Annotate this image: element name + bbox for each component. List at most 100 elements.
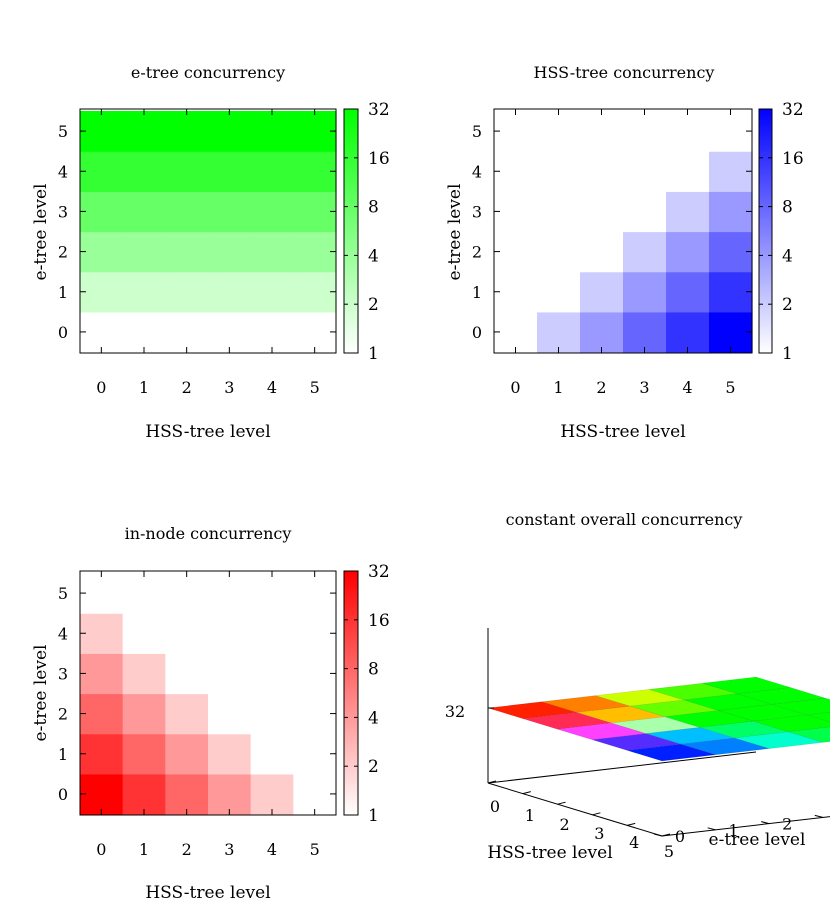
innode-cell-h1-e0 [122, 773, 166, 815]
innode-colorbar-bar [343, 570, 359, 816]
hss-cell-h2-e2 [580, 231, 624, 273]
innode-cell-h5-e5 [293, 573, 337, 614]
overall-xlabel: HSS-tree level [487, 843, 612, 863]
hss-cell-h1-e0 [537, 311, 581, 353]
etree-xtick-label-0: 0 [96, 378, 106, 397]
etree-cell-h4-e1 [250, 271, 294, 313]
etree-xtick-label-5: 5 [310, 378, 320, 397]
overall-surface-patch-h3-e3 [753, 714, 830, 733]
etree-cell-h3-e1 [208, 271, 252, 313]
hss-cell-h0-e4 [494, 151, 538, 192]
etree-cell-h1-e5 [122, 111, 166, 152]
hss-ylabel: e-tree level [445, 184, 465, 281]
hss-cell-h5-e5 [709, 111, 753, 152]
hss-cell-h1-e3 [537, 191, 581, 233]
hss-cell-h3-e0 [623, 311, 667, 353]
hss-cell-h3-e5 [623, 111, 667, 152]
hss-cell-h0-e3 [494, 191, 538, 233]
hss-cb-label-2: 2 [782, 295, 793, 315]
innode-cell-h4-e5 [250, 573, 294, 614]
overall-hss-label-2: 2 [560, 815, 570, 834]
overall-hss-tick-5 [661, 833, 671, 837]
hss-cb-label-8: 8 [782, 198, 793, 218]
hss-xtick-label-3: 3 [639, 378, 649, 397]
etree-cb-label-16: 16 [368, 149, 390, 169]
overall-hss-label-1: 1 [525, 806, 535, 825]
etree-cell-h2-e3 [165, 191, 209, 233]
hss-cell-h2-e3 [580, 191, 624, 233]
hss-cell-h5-e4 [709, 151, 753, 192]
innode-cell-h4-e3 [250, 653, 294, 695]
innode-cell-h5-e3 [293, 653, 337, 695]
hss-cell-h1-e2 [537, 231, 581, 273]
hss-cb-label-16: 16 [782, 149, 804, 169]
overall-etree-axis [487, 751, 757, 784]
etree-ytick-label-0: 0 [58, 323, 68, 342]
hss-ytick-label-5: 5 [472, 122, 482, 141]
overall-surface-patch-h4-e0 [627, 743, 716, 762]
innode-cell-h0-e3 [80, 653, 124, 695]
innode-ytick-label-4: 4 [58, 624, 68, 643]
innode-cell-h4-e4 [250, 613, 294, 654]
etree-cell-h1-e2 [122, 231, 166, 273]
innode-xtick-label-0: 0 [96, 840, 106, 859]
innode-cell-h2-e0 [165, 773, 209, 815]
etree-xtick-label-2: 2 [182, 378, 192, 397]
innode-xtick-label-1: 1 [139, 840, 149, 859]
overall-surface-patch-h4-e2 [734, 731, 823, 749]
innode-cell-h3-e4 [208, 613, 252, 654]
hss-colorbar-bar [758, 108, 773, 354]
hss-cb-label-4: 4 [782, 246, 793, 266]
etree-cb-label-32: 32 [368, 100, 390, 120]
etree-cb-label-8: 8 [368, 198, 379, 218]
etree-cell-h5-e3 [293, 191, 337, 233]
etree-panel: e-tree concurrency 0 1 2 3 4 5 0 1 2 3 4 5 HSS-tree… [31, 63, 390, 442]
etree-cell-h4-e3 [250, 191, 294, 233]
etree-cell-h5-e0 [293, 311, 337, 353]
innode-cell-h3-e5 [208, 573, 252, 614]
overall-hss-label-4: 4 [629, 833, 639, 852]
etree-cb-label-2: 2 [368, 295, 379, 315]
hss-xtick-label-1: 1 [553, 378, 563, 397]
innode-xtick-label-5: 5 [310, 840, 320, 859]
etree-cell-h3-e2 [208, 231, 252, 273]
overall-etree-label-1: 1 [729, 821, 739, 840]
etree-cell-h0-e2 [80, 231, 124, 273]
etree-cell-h0-e3 [80, 191, 124, 233]
hss-xtick-label-4: 4 [682, 378, 692, 397]
hss-cell-h4-e0 [666, 311, 710, 353]
innode-title: in-node concurrency [125, 524, 292, 543]
overall-surface-patch-h4-e1 [680, 737, 770, 756]
hss-cell-h1-e1 [537, 271, 581, 313]
innode-ytick-label-0: 0 [58, 785, 68, 804]
innode-cell-h0-e4 [80, 613, 124, 654]
etree-cell-h1-e4 [122, 151, 166, 192]
innode-cell-h3-e0 [208, 773, 252, 815]
overall-ylabel: e-tree level [709, 830, 806, 850]
hss-plot-frame [493, 108, 753, 354]
hss-ytick-label-3: 3 [472, 202, 482, 221]
overall-etree-tick-0 [653, 833, 663, 837]
etree-cb-label-4: 4 [368, 246, 379, 266]
innode-cell-h2-e4 [165, 613, 209, 654]
overall-hss-tick-4 [627, 822, 636, 826]
etree-cell-h3-e0 [208, 311, 252, 353]
etree-xtick-label-1: 1 [139, 378, 149, 397]
hss-cell-h0-e1 [494, 271, 538, 313]
hss-cell-h4-e5 [666, 111, 710, 152]
hss-cell-h5-e2 [709, 231, 753, 273]
innode-cell-h1-e3 [122, 653, 166, 695]
innode-cell-h5-e1 [293, 733, 337, 775]
innode-cb-label-2: 2 [368, 757, 379, 777]
hss-heatmap-cells [494, 111, 753, 353]
hss-ytick-label-2: 2 [472, 243, 482, 262]
hss-cell-h2-e1 [580, 271, 624, 313]
hss-panel: HSS-tree concurrency 0 1 2 3 4 5 0 1 2 3 4 5 HSS-tr… [445, 63, 804, 442]
etree-cell-h0-e5 [80, 111, 124, 152]
innode-cb-label-32: 32 [368, 562, 390, 582]
overall-etree-tick-3 [814, 814, 823, 818]
etree-cell-h5-e1 [293, 271, 337, 313]
overall-surface [487, 676, 830, 762]
overall-hss-label-3: 3 [594, 824, 604, 843]
